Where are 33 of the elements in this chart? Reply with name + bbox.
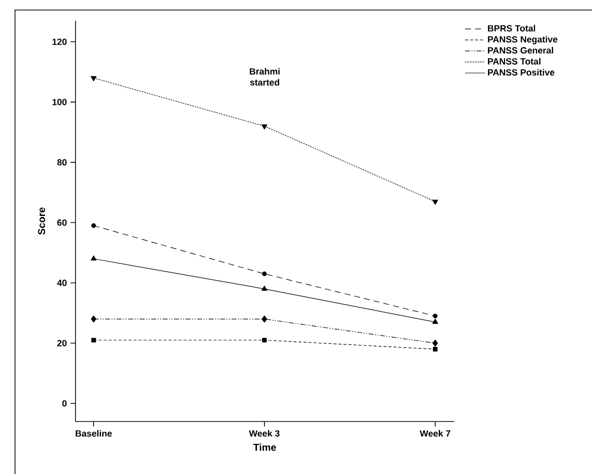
point (432, 346, 438, 352)
y-axis-title: Score (38, 208, 46, 235)
legend-label: PANSS Total (488, 58, 540, 65)
point (432, 314, 438, 318)
legend-label: BPRS Total (488, 24, 536, 32)
y-tick-label: 40 (57, 280, 67, 286)
point (432, 318, 438, 324)
legend-label: PANSS Positive (488, 68, 554, 76)
annotation: Brahmi started (250, 68, 280, 86)
y-tick-label: 100 (52, 98, 67, 106)
y-tick-label: 120 (52, 38, 67, 45)
legend-label: PANSS General (488, 46, 554, 54)
point (90, 76, 97, 82)
legend-label: PANSS Negative (488, 36, 558, 44)
point (432, 200, 438, 205)
x-tick-label: Week 7 (420, 430, 450, 437)
point (91, 223, 96, 228)
y-tick-label: 80 (57, 159, 67, 166)
x-axis-title: Time (253, 444, 276, 451)
point (262, 338, 267, 342)
y-tick-label: 60 (57, 219, 67, 226)
y-tick-label: 20 (57, 340, 67, 346)
point (262, 316, 268, 323)
point (262, 272, 267, 276)
x-tick-label: Week 3 (249, 430, 280, 437)
point (262, 124, 268, 130)
point (90, 255, 97, 261)
x-tick-label: Baseline (76, 430, 112, 437)
y-tick-label: 0 (62, 400, 67, 407)
point (90, 316, 96, 323)
point (432, 340, 438, 347)
point (91, 338, 96, 342)
point (262, 286, 268, 291)
